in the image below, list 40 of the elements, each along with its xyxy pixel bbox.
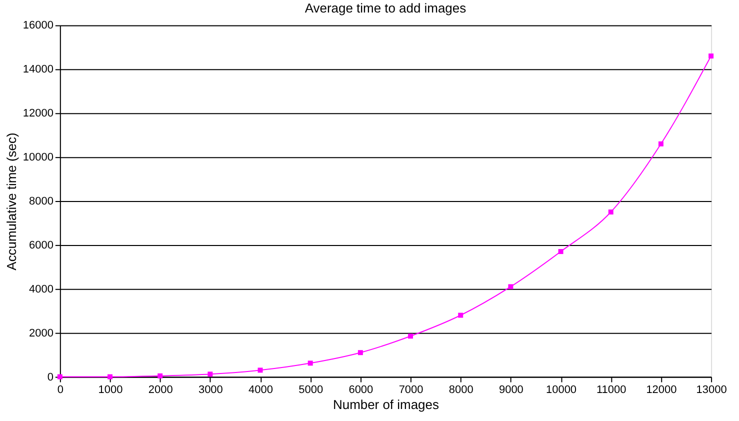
y-tick-label: 12000 bbox=[22, 108, 54, 120]
x-tick-label: 7000 bbox=[398, 384, 424, 396]
point bbox=[208, 372, 213, 377]
point bbox=[258, 368, 263, 373]
y-tick-label: 4000 bbox=[29, 283, 54, 296]
point bbox=[558, 249, 564, 254]
point bbox=[308, 360, 313, 366]
y-tick-label: 0 bbox=[47, 371, 54, 384]
y-axis-title: Accumulative time (sec) bbox=[4, 132, 19, 270]
y-tick-label: 2000 bbox=[29, 327, 54, 340]
x-tick-label: 12000 bbox=[646, 384, 677, 396]
y-tick-label: 14000 bbox=[22, 64, 54, 76]
x-tick-label: 13000 bbox=[696, 384, 727, 396]
x-axis-title: Number of images bbox=[332, 397, 440, 412]
x-tick-label: 6000 bbox=[348, 384, 374, 396]
x-tick-label: 5000 bbox=[298, 384, 324, 396]
point bbox=[458, 312, 464, 318]
point bbox=[358, 350, 363, 356]
y-tick-label: 8000 bbox=[29, 196, 54, 208]
point bbox=[658, 141, 664, 146]
point bbox=[708, 54, 714, 58]
point bbox=[108, 374, 112, 380]
x-tick-label: 4000 bbox=[248, 384, 273, 396]
x-tick-label: 0 bbox=[57, 384, 64, 396]
x-tick-label: 10000 bbox=[546, 384, 577, 396]
x-tick-label: 1000 bbox=[98, 384, 123, 396]
point bbox=[508, 284, 514, 290]
x-tick-label: 2000 bbox=[148, 384, 173, 396]
x-tick-label: 3000 bbox=[198, 384, 223, 396]
point bbox=[158, 373, 163, 378]
x-tick-label: 11000 bbox=[596, 384, 626, 396]
x-tick-label: 9000 bbox=[498, 384, 524, 396]
point bbox=[408, 334, 414, 339]
y-tick-label: 16000 bbox=[22, 20, 54, 32]
point bbox=[608, 209, 614, 214]
y-tick-label: 10000 bbox=[22, 152, 54, 164]
chart-title: Average time to add images bbox=[304, 0, 467, 16]
x-tick-label: 8000 bbox=[448, 384, 474, 396]
y-tick-label: 6000 bbox=[29, 239, 54, 252]
point bbox=[57, 374, 62, 380]
